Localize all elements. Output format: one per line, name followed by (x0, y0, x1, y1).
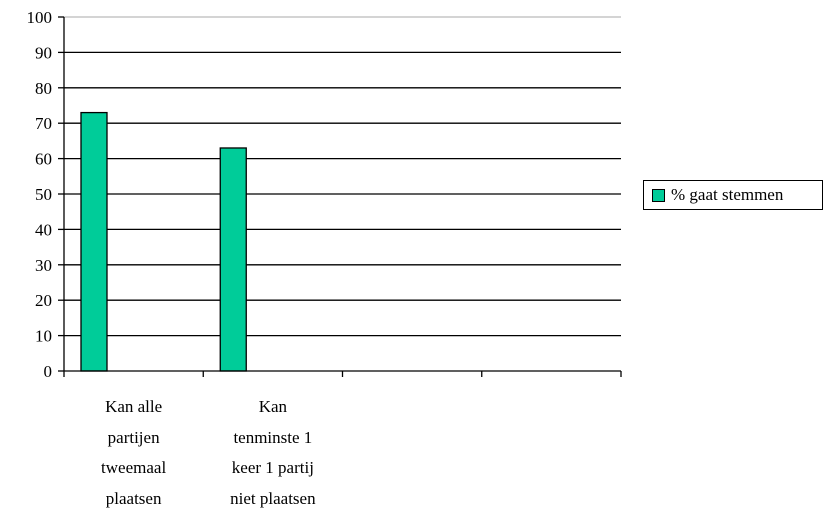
y-tick-label-60: 60 (35, 150, 52, 169)
axes (58, 16, 622, 377)
y-tick-label-80: 80 (35, 79, 52, 98)
bars (80, 111, 247, 372)
bar-0-0 (80, 111, 108, 372)
x-tick-label-1: Kan tenminste 1 keer 1 partij niet plaat… (230, 397, 316, 508)
y-tick-label-100: 100 (27, 8, 53, 27)
y-tick-label-40: 40 (35, 220, 52, 239)
y-tick-label-70: 70 (35, 114, 52, 133)
legend-swatch (652, 188, 665, 202)
legend-label: % gaat stemmen (671, 185, 784, 204)
y-tick-label-0: 0 (44, 362, 53, 381)
legend: % gaat stemmen (643, 180, 823, 210)
y-tick-label-50: 50 (35, 185, 52, 204)
y-tick-labels: 0 10 20 30 40 50 60 70 80 90 100 (27, 8, 53, 381)
y-tick-label-30: 30 (35, 256, 52, 275)
y-tick-label-20: 20 (35, 291, 52, 310)
x-tick-label-0: Kan alle partijen tweemaal plaatsen (101, 397, 167, 508)
grid-lines (64, 16, 621, 337)
y-tick-label-90: 90 (35, 43, 52, 62)
y-tick-label-10: 10 (35, 327, 52, 346)
bar-0-1 (219, 147, 247, 372)
